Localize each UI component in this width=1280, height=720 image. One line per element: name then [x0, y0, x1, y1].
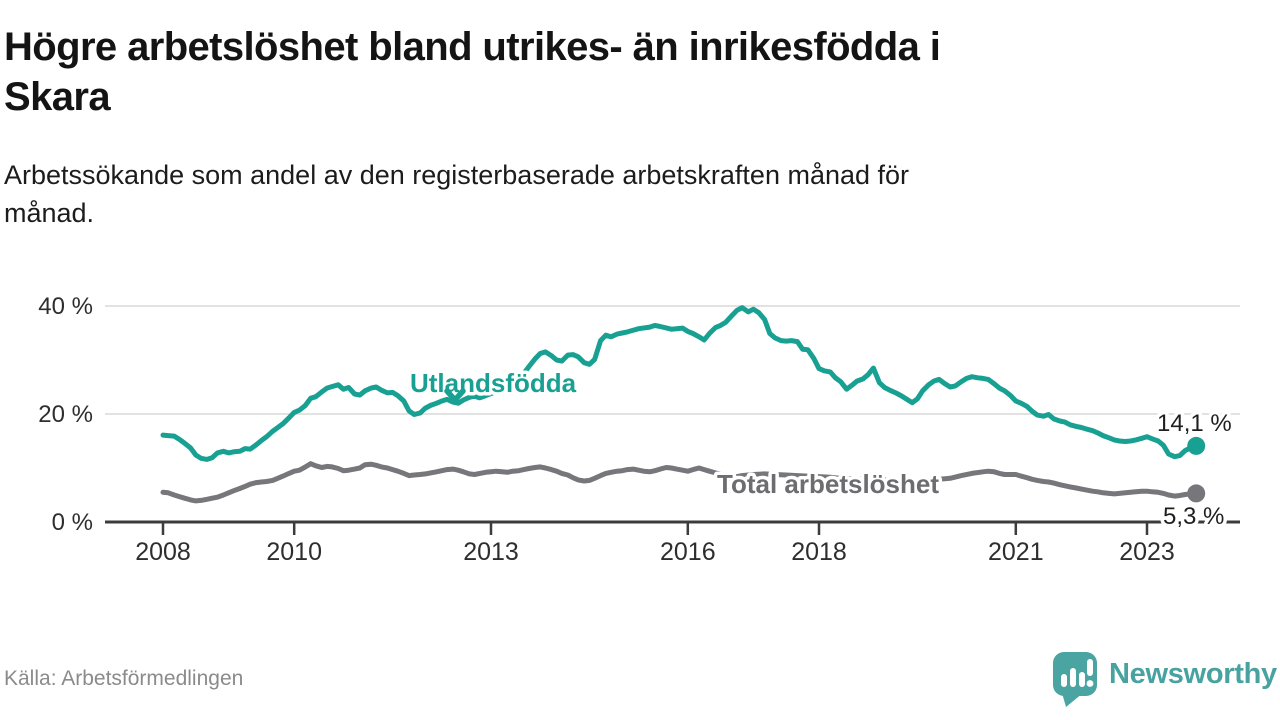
x-axis-tick-label: 2016 — [660, 538, 716, 566]
chart-subtitle: Arbetssökande som andel av den registerb… — [4, 156, 1260, 232]
series-end-dot-utlandsfodda — [1187, 436, 1206, 455]
series-line-utlandsfodda — [160, 305, 1199, 462]
y-axis-tick-label: 20 % — [38, 401, 93, 428]
series-label-total: Total arbetslöshet — [717, 469, 939, 499]
x-axis-tick-label: 2021 — [988, 538, 1044, 566]
label-pointer-chevron-down-icon — [444, 388, 466, 403]
newsworthy-logo-icon — [1053, 652, 1097, 707]
y-axis-tick-label: 40 % — [38, 293, 93, 320]
series-label-utlandsfodda: Utlandsfödda — [410, 368, 577, 398]
newsworthy-logo[interactable]: Newsworthy — [1050, 649, 1277, 709]
page-title-line2: Skara — [4, 75, 111, 119]
x-axis-tick-label: 2010 — [266, 538, 322, 566]
source-note: Källa: Arbetsförmedlingen — [4, 667, 244, 690]
end-value-label-utlandsfodda: 14,1 % — [1157, 410, 1232, 437]
x-axis-tick-label: 2018 — [791, 538, 847, 566]
page-title: Högre arbetslöshet bland utrikes- än inr… — [4, 22, 1260, 122]
series-end-dot-total — [1187, 484, 1206, 503]
page-title-line1: Högre arbetslöshet bland utrikes- än inr… — [4, 25, 941, 69]
x-axis-tick-label: 2008 — [135, 538, 191, 566]
x-axis-tick-label: 2023 — [1119, 538, 1175, 566]
chart-subtitle-line2: månad. — [4, 198, 95, 228]
end-value-label-total: 5,3 % — [1163, 503, 1224, 530]
x-axis-tick-label: 2013 — [463, 538, 519, 566]
chart-subtitle-line1: Arbetssökande som andel av den registerb… — [4, 160, 910, 190]
newsworthy-logo-text: Newsworthy — [1109, 657, 1277, 690]
series-line-total — [160, 461, 1199, 504]
y-axis-tick-label: 0 % — [52, 509, 93, 536]
